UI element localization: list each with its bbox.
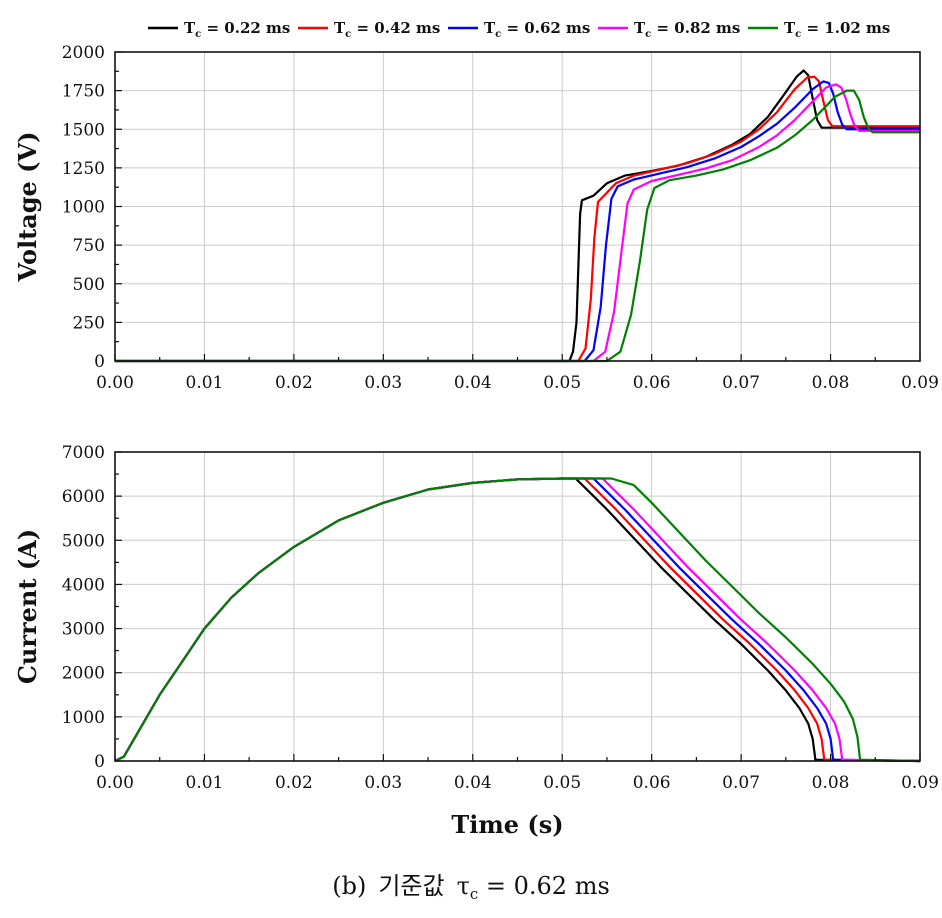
voltage-xtick-label: 0.02 [275,373,313,393]
voltage-xtick-label: 0.05 [543,373,581,393]
legend: Tc = 0.22 ms Tc = 0.42 ms Tc = 0.62 ms Tc =… [148,19,890,40]
legend-entry-1: Tc = 0.42 ms [334,19,440,40]
voltage-xtick-label: 0.07 [722,373,760,393]
current-ytick-label: 4000 [62,575,105,595]
voltage-series-2 [115,80,920,363]
current-ytick-label: 0 [94,752,105,772]
caption-label: (b) [332,872,367,900]
voltage-ytick-label: 500 [73,275,105,295]
voltage-xtick-label: 0.04 [454,373,492,393]
current-ylabel: Current (A) [13,529,42,684]
current-xlabel: Time (s) [451,810,563,839]
voltage-xtick-label: 0.06 [633,373,671,393]
caption-subscript: c [469,885,479,903]
voltage-ytick-label: 750 [73,236,105,256]
current-ytick-label: 3000 [62,620,105,640]
voltage-xtick-label: 0.00 [96,373,134,393]
current-xtick-label: 0.03 [364,773,402,793]
current-series-2 [114,477,921,763]
current-xtick-label: 0.05 [543,773,581,793]
voltage-ytick-label: 1000 [62,198,105,218]
current-ytick-label: 5000 [62,531,105,551]
current-xtick-label: 0.08 [812,773,850,793]
legend-entry-2: Tc = 0.62 ms [484,19,590,40]
legend-entry-4: Tc = 1.02 ms [784,19,890,40]
current-xtick-label: 0.00 [96,773,134,793]
current-xtick-label: 0.07 [722,773,760,793]
voltage-ytick-label: 2000 [62,43,105,63]
voltage-xtick-label: 0.03 [364,373,402,393]
legend-entry-0: Tc = 0.22 ms [184,19,290,40]
current-xtick-label: 0.02 [275,773,313,793]
voltage-ytick-label: 250 [73,313,105,333]
figure-caption: (b) 기준값 τc = 0.62 ms [0,866,942,903]
current-xtick-label: 0.09 [901,773,939,793]
voltage-ylabel: Voltage (V) [13,132,42,283]
current-panel: 0.00 0.01 0.02 0.03 0.04 0.05 0.06 0.07 0.08 0.09… [13,443,939,839]
current-series-4 [114,477,921,763]
voltage-series-1 [115,75,920,363]
voltage-xtick-label: 0.01 [186,373,224,393]
current-ytick-label: 2000 [62,664,105,684]
voltage-xtick-label: 0.09 [901,373,939,393]
current-xtick-label: 0.06 [633,773,671,793]
voltage-series-3 [115,83,920,363]
current-ytick-label: 7000 [62,443,105,463]
voltage-xtick-label: 0.08 [812,373,850,393]
voltage-series-4 [115,89,920,363]
caption-value: = 0.62 ms [485,872,610,900]
current-ytick-label: 1000 [62,708,105,728]
voltage-ytick-label: 1750 [62,82,105,102]
current-plot-frame [114,451,921,762]
voltage-panel: 0.00 0.01 0.02 0.03 0.04 0.05 0.06 0.07 0.08 0.09… [13,43,939,393]
legend-entry-3: Tc = 0.82 ms [634,19,740,40]
voltage-ytick-label: 1500 [62,120,105,140]
current-series-3 [114,477,921,763]
current-xtick-label: 0.01 [186,773,224,793]
caption-symbol: τ [456,872,470,900]
current-xtick-label: 0.04 [454,773,492,793]
voltage-ytick-label: 0 [94,352,105,372]
current-series-0 [114,477,921,763]
current-ytick-label: 6000 [62,487,105,507]
current-series-1 [114,477,921,763]
voltage-ytick-label: 1250 [62,159,105,179]
caption-text: 기준값 [378,872,445,900]
